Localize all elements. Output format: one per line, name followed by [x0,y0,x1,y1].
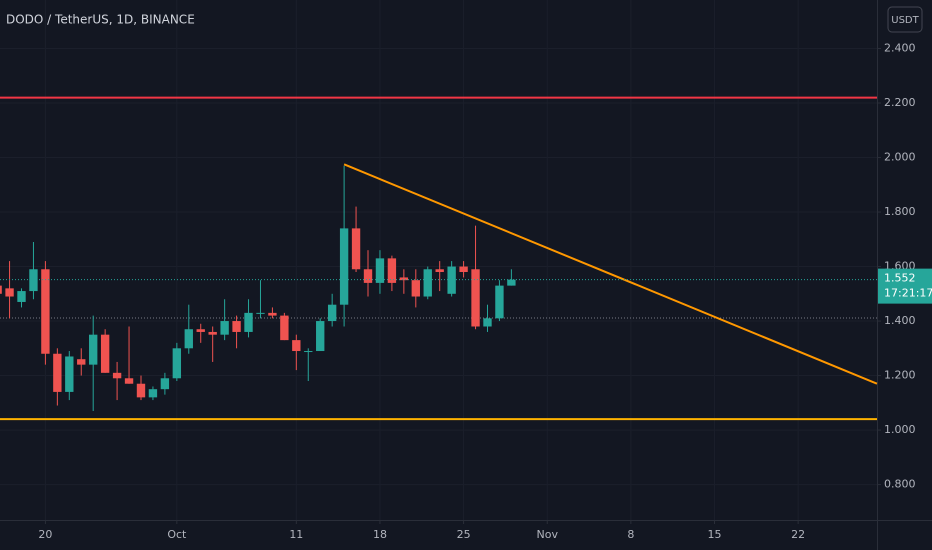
candle-body [112,372,122,379]
y-tick-label: 2.400 [884,42,916,55]
candle-body [136,383,146,398]
candle-body [280,315,289,341]
candle-body [77,359,86,365]
candle-body [184,329,193,349]
candle-body [208,331,217,335]
y-tick-label: 2.200 [884,96,916,109]
y-tick-label: 1.000 [884,423,916,436]
candle-body [244,312,253,332]
y-tick-label: 0.800 [884,478,916,491]
x-tick-label: Oct [167,528,187,541]
countdown-label: 17:21:17 [884,287,932,300]
y-tick-label: 1.800 [884,205,916,218]
currency-button[interactable] [887,6,923,33]
x-tick-label: 8 [627,528,634,541]
last-price-label: 1.552 [884,272,916,285]
candle-body [316,321,325,352]
chart-title: DODO / TetherUS, 1D, BINANCE [6,13,195,27]
candle-body [327,304,337,322]
candle-body [399,277,409,281]
candle-body [423,269,432,297]
candle-body [100,334,110,373]
last-price-tag [878,268,932,304]
x-tick-label: 22 [791,528,805,541]
x-tick-label: Nov [536,528,558,541]
x-tick-label: 20 [38,528,52,541]
candle-body [0,285,2,294]
candle-body [507,279,516,286]
candle-body [292,340,301,352]
candle-body [435,269,444,272]
candle-body [17,291,26,302]
candle-body [483,318,492,327]
candle-body [196,329,205,332]
candle-body [29,269,38,292]
x-tick-label: 15 [708,528,722,541]
x-tick-label: 11 [289,528,303,541]
candle-body [351,228,361,270]
candle-body [89,334,98,365]
candle-body [5,288,14,297]
candle-body [53,353,62,392]
y-tick-label: 1.400 [884,314,916,327]
trend-line [343,163,878,385]
candle-body [256,312,265,314]
candle-body [41,269,50,354]
y-tick-label: 2.000 [884,151,916,164]
x-tick-label: 18 [373,528,387,541]
candle-body [447,266,456,294]
candle-body [304,351,313,353]
candle-body [160,378,170,390]
candle-body [495,285,504,319]
candle-body [220,321,229,335]
candle-body [387,258,397,283]
candle-body [375,258,385,283]
candle-body [124,378,134,384]
currency-label[interactable]: USDT [891,15,919,26]
candle-body [459,266,468,272]
candle-body [65,356,74,392]
candle-body [232,321,241,332]
candle-body [148,389,158,398]
candle-body [363,269,373,283]
x-tick-label: 25 [457,528,471,541]
candle-body [471,269,480,327]
candle-body [339,228,349,305]
y-tick-label: 1.200 [884,369,916,382]
plot-area [0,0,877,520]
candle-body [172,348,182,379]
candle-body [268,312,277,316]
candle-body [411,280,420,297]
